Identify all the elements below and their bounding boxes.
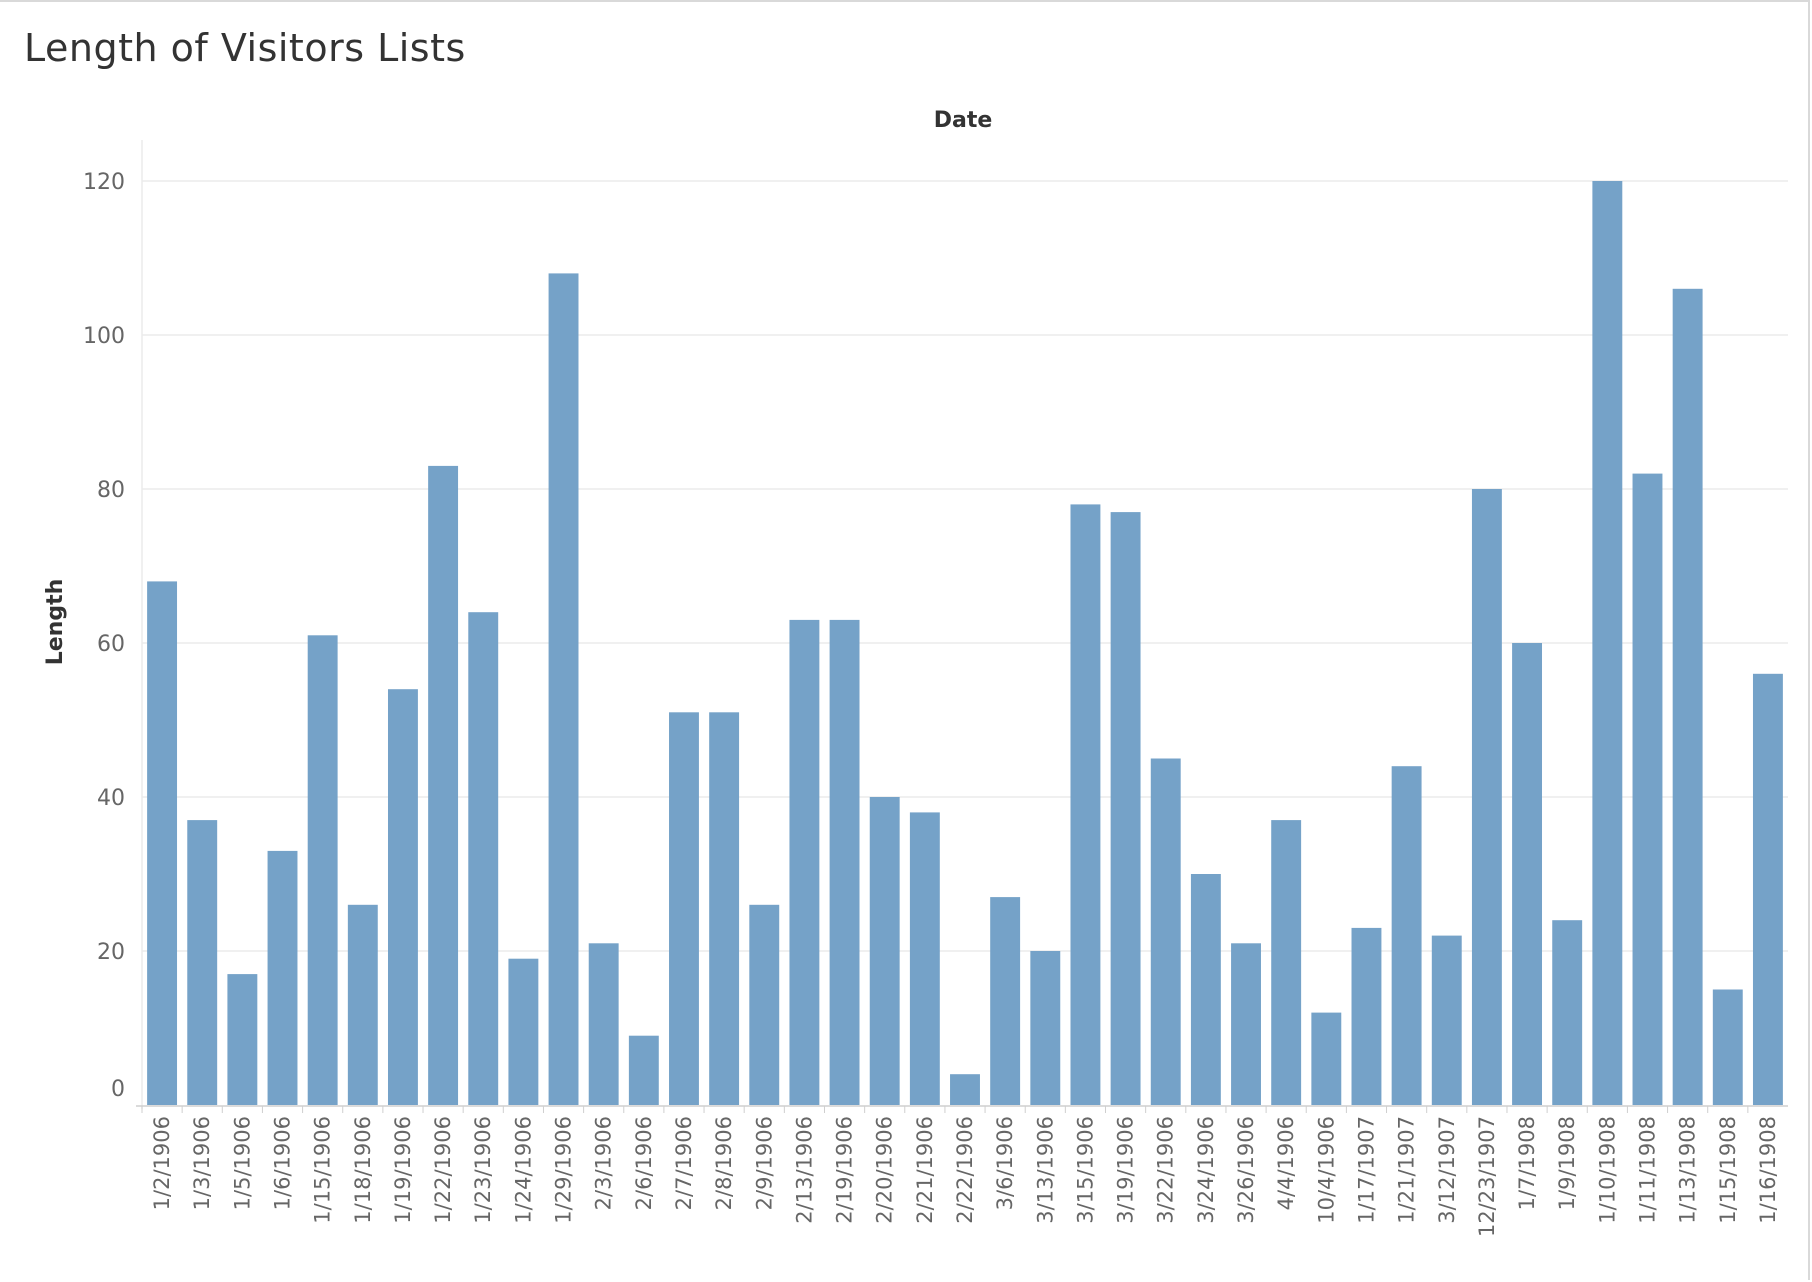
- bar[interactable]: [1311, 1012, 1342, 1105]
- y-tick-label: 120: [83, 170, 125, 195]
- bar[interactable]: [709, 712, 740, 1105]
- x-tick-label: 1/5/1906: [230, 1116, 254, 1210]
- bar[interactable]: [428, 465, 459, 1105]
- x-tick-label: 3/12/1907: [1435, 1116, 1459, 1224]
- x-tick-label: 1/24/1906: [511, 1116, 535, 1224]
- x-tick-label: 1/16/1908: [1756, 1116, 1780, 1224]
- x-tick-label: 2/21/1906: [913, 1116, 937, 1224]
- x-tick-label: 2/13/1906: [792, 1116, 816, 1224]
- x-tick-label: 3/26/1906: [1234, 1116, 1258, 1224]
- x-tick-label: 2/3/1906: [592, 1116, 616, 1210]
- bar[interactable]: [869, 797, 900, 1105]
- bar[interactable]: [147, 581, 178, 1105]
- x-tick-label: 1/15/1906: [311, 1116, 335, 1224]
- bar[interactable]: [1632, 473, 1663, 1106]
- y-tick-label: 0: [111, 1077, 125, 1102]
- x-tick-label: 3/6/1906: [993, 1116, 1017, 1210]
- bar[interactable]: [1512, 643, 1543, 1105]
- x-tick-label: 4/4/1906: [1274, 1116, 1298, 1210]
- bar[interactable]: [1592, 181, 1623, 1105]
- x-tick-label: 1/3/1906: [190, 1116, 214, 1210]
- x-tick-label: 1/23/1906: [471, 1116, 495, 1224]
- bar[interactable]: [508, 958, 539, 1105]
- y-tick-label: 40: [97, 786, 125, 811]
- x-tick-label: 10/4/1906: [1314, 1116, 1338, 1224]
- y-tick-label: 20: [97, 940, 125, 965]
- x-tick-label: 3/15/1906: [1073, 1116, 1097, 1224]
- x-tick-label: 1/17/1907: [1354, 1116, 1378, 1224]
- bar[interactable]: [789, 619, 820, 1105]
- bar[interactable]: [307, 635, 338, 1105]
- bar[interactable]: [1271, 820, 1302, 1105]
- bar[interactable]: [1431, 935, 1462, 1105]
- x-tick-label: 1/2/1906: [150, 1116, 174, 1210]
- x-tick-label: 1/22/1906: [431, 1116, 455, 1224]
- x-tick-label: 12/23/1907: [1475, 1116, 1499, 1237]
- bar[interactable]: [1150, 758, 1181, 1106]
- bars: [147, 181, 1783, 1106]
- bar[interactable]: [749, 904, 780, 1105]
- bar[interactable]: [1070, 504, 1101, 1105]
- bar[interactable]: [187, 820, 218, 1105]
- x-tick-label: 1/19/1906: [391, 1116, 415, 1224]
- x-tick-label: 2/7/1906: [672, 1116, 696, 1210]
- bar[interactable]: [387, 689, 418, 1105]
- y-tick-label: 100: [83, 324, 125, 349]
- x-axis: 1/2/1906 1/3/1906 1/5/1906 1/6/1906 1/15/190…: [136, 1105, 1788, 1237]
- x-tick-label: 2/8/1906: [712, 1116, 736, 1210]
- bar[interactable]: [1110, 512, 1141, 1105]
- x-tick-label: 1/15/1908: [1716, 1116, 1740, 1224]
- bar[interactable]: [1471, 489, 1502, 1105]
- bar[interactable]: [1231, 943, 1261, 1105]
- x-tick-label: 3/19/1906: [1114, 1116, 1138, 1224]
- x-tick-label: 2/9/1906: [752, 1116, 776, 1210]
- x-axis-title: Date: [934, 108, 993, 133]
- bar[interactable]: [829, 619, 860, 1105]
- bar[interactable]: [548, 273, 579, 1105]
- bar[interactable]: [1351, 927, 1382, 1105]
- x-tick-label: 2/6/1906: [632, 1116, 656, 1210]
- bar[interactable]: [1030, 951, 1061, 1105]
- x-tick-label: 2/22/1906: [953, 1116, 977, 1224]
- x-tick-label: 1/13/1908: [1676, 1116, 1700, 1224]
- bar[interactable]: [669, 712, 699, 1105]
- x-tick-label: 1/18/1906: [351, 1116, 375, 1224]
- x-tick-label: 1/21/1907: [1395, 1116, 1419, 1224]
- x-tick-label: 3/24/1906: [1194, 1116, 1218, 1224]
- x-tick-label: 1/10/1908: [1595, 1116, 1619, 1224]
- bar[interactable]: [1190, 874, 1221, 1105]
- bar[interactable]: [1672, 288, 1703, 1105]
- y-tick-label: 60: [97, 632, 125, 657]
- bar[interactable]: [1391, 766, 1422, 1105]
- bar[interactable]: [628, 1035, 659, 1105]
- y-axis: 0 20 40 60 80 100 120: [83, 140, 143, 1109]
- x-tick-label: 2/20/1906: [873, 1116, 897, 1224]
- bar[interactable]: [909, 812, 940, 1105]
- bar[interactable]: [1752, 673, 1783, 1105]
- x-tick-label: 3/13/1906: [1033, 1116, 1057, 1224]
- x-tick-label: 1/6/1906: [271, 1116, 295, 1210]
- y-tick-label: 80: [97, 478, 125, 503]
- bar[interactable]: [1552, 920, 1583, 1105]
- x-tick-label: 2/19/1906: [833, 1116, 857, 1224]
- bar[interactable]: [990, 897, 1021, 1105]
- bar[interactable]: [1712, 989, 1743, 1106]
- x-tick-label: 1/9/1908: [1555, 1116, 1579, 1210]
- y-axis-title: Length: [43, 579, 68, 666]
- x-tick-label: 3/22/1906: [1154, 1116, 1178, 1224]
- bar[interactable]: [588, 943, 619, 1105]
- x-tick-label: 1/29/1906: [552, 1116, 576, 1224]
- x-tick-label: 1/11/1908: [1635, 1116, 1659, 1224]
- bar[interactable]: [267, 850, 298, 1105]
- bar[interactable]: [347, 904, 378, 1105]
- bar[interactable]: [468, 612, 499, 1105]
- chart-title: Length of Visitors Lists: [24, 26, 466, 70]
- bar[interactable]: [950, 1074, 980, 1105]
- x-tick-label: 1/7/1908: [1515, 1116, 1539, 1210]
- bar[interactable]: [227, 974, 258, 1105]
